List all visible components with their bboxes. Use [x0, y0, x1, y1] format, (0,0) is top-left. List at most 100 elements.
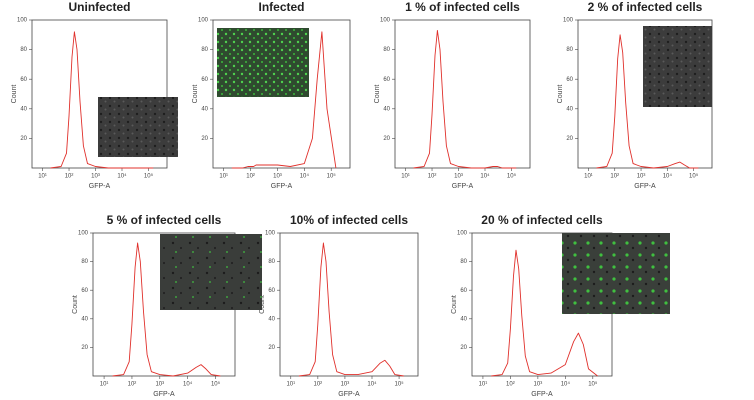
x-tick-label: 10⁴	[663, 173, 673, 180]
x-tick-label: 10³	[454, 174, 463, 180]
x-tick-label: 10¹	[401, 174, 410, 180]
y-tick-label: 20	[383, 136, 390, 142]
plot-frame	[31, 19, 168, 169]
y-axis-label: Count	[451, 295, 458, 314]
x-axis-label: GFP-A	[531, 391, 553, 398]
y-tick-label: 60	[81, 288, 88, 294]
y-tick-label: 60	[383, 77, 390, 83]
x-tick-label: 10²	[128, 382, 137, 388]
chart-title: 20 % of infected cells	[481, 213, 603, 227]
x-axis-label: GFP-A	[338, 391, 360, 398]
inset-image	[98, 97, 178, 157]
y-tick-label: 100	[17, 18, 28, 24]
x-tick-label: 10³	[273, 174, 282, 180]
x-tick-label: 10³	[91, 174, 100, 180]
histogram-line	[298, 242, 404, 377]
chart-title: 1 % of infected cells	[405, 0, 520, 14]
x-tick-label: 10¹	[219, 174, 228, 180]
histogram-line	[413, 29, 517, 169]
x-tick-label: 10⁴	[367, 381, 377, 388]
x-axis-label: GFP-A	[271, 183, 293, 190]
chart-title: Uninfected	[68, 0, 130, 14]
y-tick-label: 20	[81, 345, 88, 351]
insets	[98, 26, 712, 314]
y-axis-label: Count	[374, 85, 381, 104]
y-tick-label: 40	[20, 106, 27, 112]
x-tick-label: 10⁵	[507, 173, 517, 180]
y-tick-label: 60	[268, 288, 275, 294]
y-tick-label: 100	[563, 18, 574, 24]
y-tick-label: 20	[20, 136, 27, 142]
y-tick-label: 100	[380, 18, 391, 24]
x-tick-label: 10³	[341, 382, 350, 388]
y-tick-label: 100	[265, 231, 276, 237]
y-tick-label: 20	[268, 345, 275, 351]
chart-title: 5 % of infected cells	[107, 213, 222, 227]
y-axis-label: Count	[259, 295, 266, 314]
x-tick-label: 10²	[246, 174, 255, 180]
y-tick-label: 40	[460, 316, 467, 322]
x-tick-label: 10¹	[100, 382, 109, 388]
x-tick-label: 10⁴	[480, 173, 490, 180]
x-tick-label: 10³	[637, 174, 646, 180]
y-tick-label: 80	[460, 259, 467, 265]
y-tick-label: 80	[268, 259, 275, 265]
x-tick-label: 10⁵	[144, 173, 154, 180]
y-tick-label: 80	[20, 47, 27, 53]
y-tick-label: 20	[460, 345, 467, 351]
x-tick-label: 10⁵	[394, 381, 404, 388]
y-axis-label: Count	[11, 85, 18, 104]
plot-frame	[279, 232, 419, 377]
histogram-line	[596, 34, 699, 169]
x-axis-label: GFP-A	[452, 183, 474, 190]
y-tick-label: 60	[201, 77, 208, 83]
x-tick-label: 10²	[314, 382, 323, 388]
y-tick-label: 20	[566, 136, 573, 142]
x-tick-label: 10²	[428, 174, 437, 180]
x-tick-label: 10¹	[479, 382, 488, 388]
x-axis-label: GFP-A	[89, 183, 111, 190]
chart-title: Infected	[258, 0, 304, 14]
x-tick-label: 10⁴	[300, 173, 310, 180]
y-axis-label: Count	[72, 295, 79, 314]
plots: Uninfected GFP-A Count 20 40 60 80 100 10¹ 10² 10³…	[11, 0, 713, 398]
x-tick-label: 10⁴	[561, 381, 571, 388]
histogram-line	[112, 242, 221, 377]
x-tick-label: 10¹	[584, 174, 593, 180]
y-tick-label: 60	[566, 77, 573, 83]
x-tick-label: 10²	[610, 174, 619, 180]
y-tick-label: 40	[383, 106, 390, 112]
y-tick-label: 100	[198, 18, 209, 24]
y-tick-label: 40	[268, 316, 275, 322]
y-tick-label: 80	[201, 47, 208, 53]
y-tick-label: 60	[20, 77, 27, 83]
x-tick-label: 10¹	[38, 174, 47, 180]
x-tick-label: 10¹	[286, 382, 295, 388]
y-tick-label: 100	[457, 231, 468, 237]
y-tick-label: 80	[566, 47, 573, 53]
histogram-line	[50, 31, 154, 169]
y-tick-label: 60	[460, 288, 467, 294]
histogram-line	[491, 249, 598, 377]
y-tick-label: 80	[81, 259, 88, 265]
x-tick-label: 10⁴	[117, 173, 127, 180]
x-tick-label: 10⁵	[211, 381, 221, 388]
y-tick-label: 80	[383, 47, 390, 53]
x-tick-label: 10⁵	[689, 173, 699, 180]
x-tick-label: 10⁴	[183, 381, 193, 388]
y-tick-label: 40	[81, 316, 88, 322]
plot-frame	[212, 19, 351, 169]
histogram-line	[231, 31, 337, 169]
x-axis-label: GFP-A	[153, 391, 175, 398]
y-tick-label: 40	[566, 106, 573, 112]
inset-image	[562, 233, 670, 314]
y-axis-label: Count	[557, 85, 564, 104]
x-tick-label: 10³	[534, 382, 543, 388]
chart-title: 2 % of infected cells	[588, 0, 703, 14]
x-tick-label: 10⁵	[588, 381, 598, 388]
x-tick-label: 10²	[65, 174, 74, 180]
y-tick-label: 100	[78, 231, 89, 237]
chart-title: 10% of infected cells	[290, 213, 408, 227]
x-tick-label: 10⁵	[327, 173, 337, 180]
